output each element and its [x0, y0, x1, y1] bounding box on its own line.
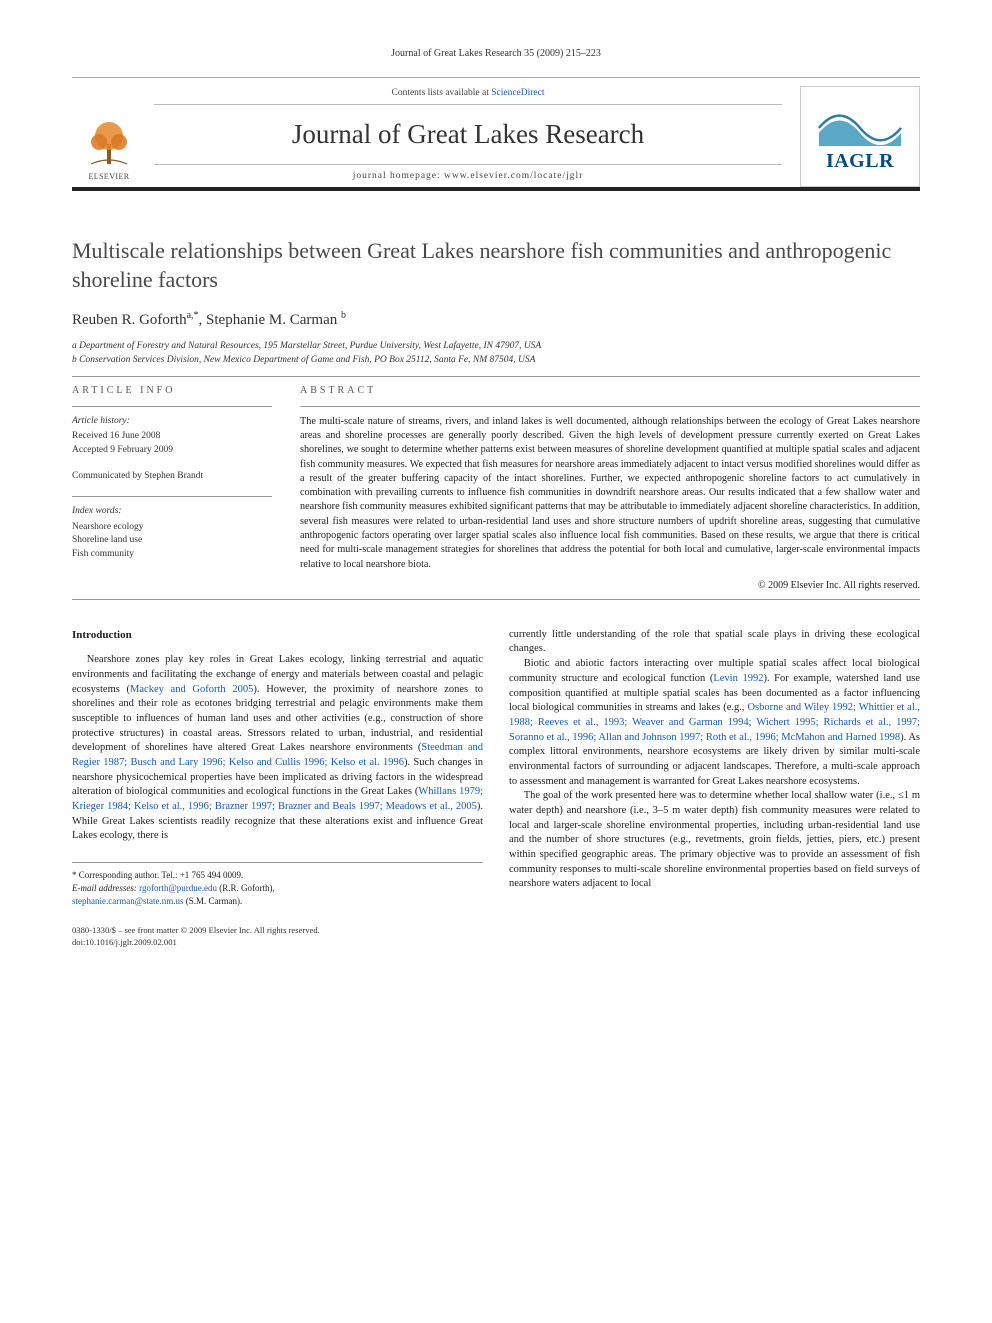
elsevier-logo: ELSEVIER — [72, 86, 146, 187]
divider — [300, 406, 920, 407]
body-paragraph: currently little understanding of the ro… — [509, 628, 920, 657]
abstract-heading: ABSTRACT — [300, 385, 920, 396]
page-footer: 0380-1330/$ – see front matter © 2009 El… — [72, 924, 920, 948]
keyword: Fish community — [72, 548, 272, 562]
article-history: Article history: Received 16 June 2008 A… — [72, 415, 272, 458]
article-info-heading: ARTICLE INFO — [72, 385, 272, 396]
keyword: Nearshore ecology — [72, 521, 272, 535]
received-date: Received 16 June 2008 — [72, 430, 272, 444]
contents-available-line: Contents lists available at ScienceDirec… — [154, 88, 782, 105]
author-2: , Stephanie M. Carman — [199, 312, 341, 328]
journal-homepage: journal homepage: www.elsevier.com/locat… — [154, 164, 782, 181]
masthead: ELSEVIER Contents lists available at Sci… — [72, 77, 920, 191]
doi-line: doi:10.1016/j.jglr.2009.02.001 — [72, 936, 920, 948]
iaglr-label: IAGLR — [826, 150, 894, 173]
masthead-center: Contents lists available at ScienceDirec… — [146, 86, 790, 187]
citation-link[interactable]: Levin 1992 — [713, 673, 763, 684]
corresponding-author-footnote: * Corresponding author. Tel.: +1 765 494… — [72, 862, 483, 908]
body-col-left: Introduction Nearshore zones play key ro… — [72, 628, 483, 908]
author-1-affil-sup: a, — [187, 310, 194, 321]
author-2-affil-sup: b — [341, 310, 346, 321]
citation-link[interactable]: Mackey and Goforth 2005 — [130, 684, 253, 695]
body-col-right: currently little understanding of the ro… — [509, 628, 920, 908]
divider — [72, 376, 920, 377]
front-matter-line: 0380-1330/$ – see front matter © 2009 El… — [72, 924, 920, 936]
abstract-text: The multi-scale nature of streams, river… — [300, 415, 920, 572]
keyword: Shoreline land use — [72, 534, 272, 548]
iaglr-wave-icon — [810, 100, 910, 146]
email-who: (R.R. Goforth), — [217, 883, 275, 893]
email-link[interactable]: stephanie.carman@state.nm.us — [72, 896, 184, 906]
section-heading-introduction: Introduction — [72, 628, 483, 643]
corr-author-line: * Corresponding author. Tel.: +1 765 494… — [72, 869, 483, 882]
accepted-date: Accepted 9 February 2009 — [72, 444, 272, 458]
elsevier-label: ELSEVIER — [89, 172, 130, 181]
index-words-label: Index words: — [72, 505, 272, 519]
abstract-copyright: © 2009 Elsevier Inc. All rights reserved… — [300, 580, 920, 591]
elsevier-tree-icon — [81, 114, 137, 170]
abstract: ABSTRACT The multi-scale nature of strea… — [300, 385, 920, 591]
body-paragraph: The goal of the work presented here was … — [509, 789, 920, 892]
author-1: Reuben R. Goforth — [72, 312, 187, 328]
article-title: Multiscale relationships between Great L… — [72, 237, 920, 294]
article-info: ARTICLE INFO Article history: Received 1… — [72, 385, 272, 591]
body-paragraph: Nearshore zones play key roles in Great … — [72, 653, 483, 844]
divider — [72, 496, 272, 497]
divider — [72, 599, 920, 600]
authors: Reuben R. Gofortha,*, Stephanie M. Carma… — [72, 310, 920, 329]
email-line: stephanie.carman@state.nm.us (S.M. Carma… — [72, 895, 483, 908]
divider — [72, 406, 272, 407]
affiliation-b: b Conservation Services Division, New Me… — [72, 353, 920, 367]
journal-name: Journal of Great Lakes Research — [154, 119, 782, 150]
sciencedirect-link[interactable]: ScienceDirect — [491, 88, 544, 98]
email-label: E-mail addresses: — [72, 883, 139, 893]
contents-prefix: Contents lists available at — [391, 88, 491, 98]
email-link[interactable]: rgoforth@purdue.edu — [139, 883, 217, 893]
body-columns: Introduction Nearshore zones play key ro… — [72, 628, 920, 908]
running-head: Journal of Great Lakes Research 35 (2009… — [72, 48, 920, 59]
affiliation-a: a Department of Forestry and Natural Res… — [72, 339, 920, 353]
email-who: (S.M. Carman). — [184, 896, 243, 906]
history-label: Article history: — [72, 415, 272, 429]
affiliations: a Department of Forestry and Natural Res… — [72, 339, 920, 368]
body-paragraph: Biotic and abiotic factors interacting o… — [509, 657, 920, 789]
index-words: Index words: Nearshore ecology Shoreline… — [72, 505, 272, 562]
email-line: E-mail addresses: rgoforth@purdue.edu (R… — [72, 882, 483, 895]
info-abstract-row: ARTICLE INFO Article history: Received 1… — [72, 385, 920, 591]
iaglr-logo: IAGLR — [800, 86, 920, 187]
communicated-by: Communicated by Stephen Brandt — [72, 470, 272, 484]
